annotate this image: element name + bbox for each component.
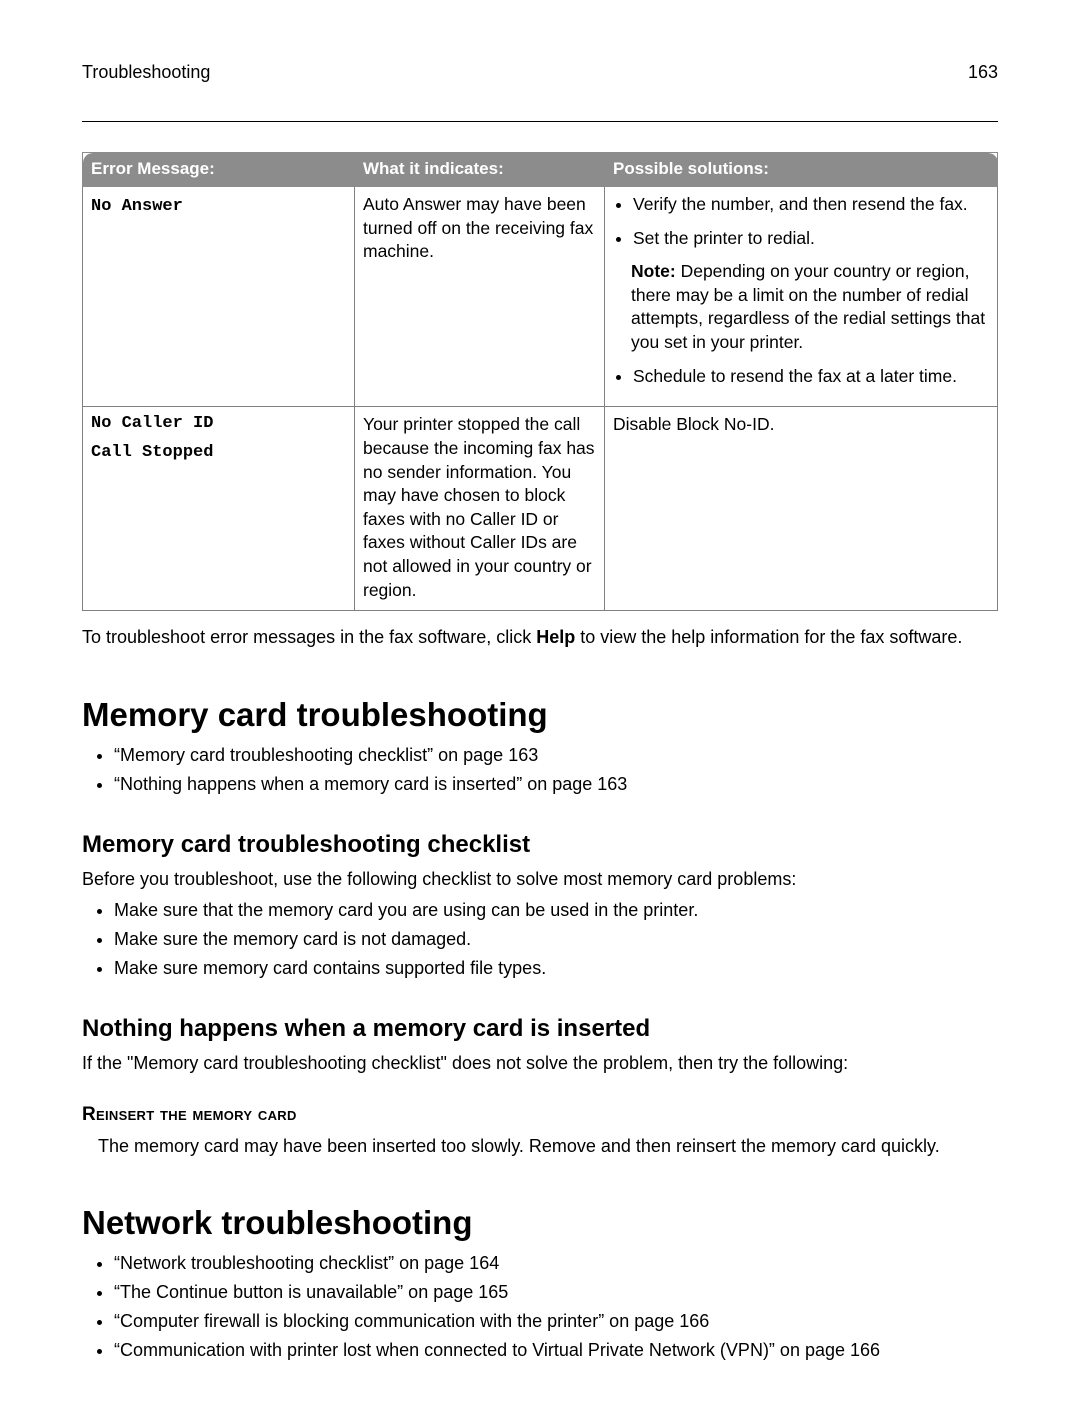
solution-item: Schedule to resend the fax at a later ti… bbox=[633, 365, 989, 389]
table-row: No Answer Auto Answer may have been turn… bbox=[83, 186, 998, 406]
solution-note: Note: Depending on your country or regio… bbox=[631, 260, 989, 355]
solution-item: Set the printer to redial. bbox=[633, 227, 989, 251]
nothing-intro: If the "Memory card troubleshooting chec… bbox=[82, 1051, 998, 1075]
step-title-reinsert: Reinsert the memory card bbox=[82, 1104, 998, 1126]
subsection-title-nothing-happens: Nothing happens when a memory card is in… bbox=[82, 1015, 998, 1043]
note-label: Note: bbox=[631, 261, 676, 281]
col-header-error: Error Message: bbox=[83, 153, 355, 187]
note-text: Depending on your country or region, the… bbox=[631, 261, 985, 352]
checklist-item: Make sure the memory card is not damaged… bbox=[114, 926, 998, 952]
help-keyword: Help bbox=[536, 627, 575, 647]
error-code: Call Stopped bbox=[91, 442, 346, 465]
toc-link[interactable]: “Communication with printer lost when co… bbox=[114, 1337, 998, 1363]
table-header-row: Error Message: What it indicates: Possib… bbox=[83, 153, 998, 187]
text: To troubleshoot error messages in the fa… bbox=[82, 627, 536, 647]
toc-link[interactable]: “Nothing happens when a memory card is i… bbox=[114, 771, 998, 797]
toc-link[interactable]: “Computer firewall is blocking communica… bbox=[114, 1308, 998, 1334]
section-title-network: Network troubleshooting bbox=[82, 1204, 998, 1242]
cell-error: No Answer bbox=[83, 186, 355, 406]
cell-error: No Caller ID Call Stopped bbox=[83, 407, 355, 611]
after-table-note: To troubleshoot error messages in the fa… bbox=[82, 625, 998, 649]
cell-indicates: Your printer stopped the call because th… bbox=[355, 407, 605, 611]
network-toc: “Network troubleshooting checklist” on p… bbox=[82, 1250, 998, 1363]
reinsert-body: The memory card may have been inserted t… bbox=[98, 1134, 998, 1158]
solutions-list: Verify the number, and then resend the f… bbox=[613, 193, 989, 388]
checklist-item: Make sure memory card contains supported… bbox=[114, 955, 998, 981]
running-header: Troubleshooting 163 bbox=[82, 62, 998, 89]
cell-solutions: Disable Block No-ID. bbox=[605, 407, 998, 611]
toc-link[interactable]: “Network troubleshooting checklist” on p… bbox=[114, 1250, 998, 1276]
error-code: No Caller ID bbox=[91, 413, 346, 436]
page: Troubleshooting 163 Error Message: What … bbox=[0, 0, 1080, 1426]
checklist-intro: Before you troubleshoot, use the followi… bbox=[82, 867, 998, 891]
header-page-number: 163 bbox=[968, 62, 998, 83]
cell-solutions: Verify the number, and then resend the f… bbox=[605, 186, 998, 406]
checklist-item: Make sure that the memory card you are u… bbox=[114, 897, 998, 923]
subsection-title-checklist: Memory card troubleshooting checklist bbox=[82, 831, 998, 859]
error-code: No Answer bbox=[91, 197, 183, 216]
col-header-indicates: What it indicates: bbox=[355, 153, 605, 187]
error-message-table: Error Message: What it indicates: Possib… bbox=[82, 152, 998, 611]
checklist-list: Make sure that the memory card you are u… bbox=[82, 897, 998, 981]
toc-link[interactable]: “Memory card troubleshooting checklist” … bbox=[114, 742, 998, 768]
text: to view the help information for the fax… bbox=[575, 627, 962, 647]
header-section: Troubleshooting bbox=[82, 62, 210, 83]
solution-item: Verify the number, and then resend the f… bbox=[633, 193, 989, 217]
memory-card-toc: “Memory card troubleshooting checklist” … bbox=[82, 742, 998, 797]
section-title-memory-card: Memory card troubleshooting bbox=[82, 696, 998, 734]
cell-indicates: Auto Answer may have been turned off on … bbox=[355, 186, 605, 406]
col-header-solutions: Possible solutions: bbox=[605, 153, 998, 187]
header-rule bbox=[82, 121, 998, 122]
table-row: No Caller ID Call Stopped Your printer s… bbox=[83, 407, 998, 611]
toc-link[interactable]: “The Continue button is unavailable” on … bbox=[114, 1279, 998, 1305]
